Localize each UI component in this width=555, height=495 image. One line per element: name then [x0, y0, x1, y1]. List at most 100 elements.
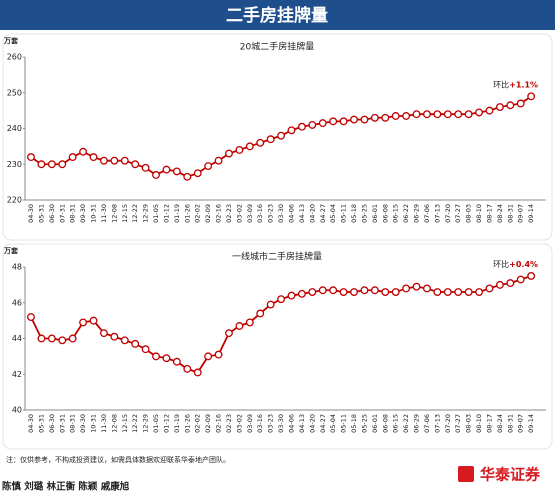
x-tick-label: 07-20	[444, 204, 452, 223]
point	[391, 112, 400, 120]
point	[68, 153, 77, 162]
point	[329, 286, 338, 295]
point	[204, 162, 213, 170]
point	[120, 336, 129, 345]
x-tick-label: 08-31	[506, 204, 514, 223]
x-tick-label: 09-14	[527, 414, 535, 433]
x-tick-label: 08-10	[475, 414, 483, 433]
point	[339, 117, 348, 126]
x-tick-label: 12-15	[121, 204, 129, 223]
point	[89, 316, 98, 325]
point	[402, 112, 411, 120]
point	[235, 322, 244, 330]
x-tick-label: 01-19	[173, 204, 181, 223]
point	[256, 138, 265, 147]
x-tick-label: 04-30	[27, 414, 35, 433]
x-tick-label: 06-29	[413, 414, 421, 433]
point	[37, 160, 46, 169]
point	[245, 142, 254, 151]
x-tick-label: 01-26	[183, 204, 191, 223]
x-tick-label: 02-09	[204, 204, 212, 223]
point	[329, 117, 338, 126]
x-tick-label: 08-17	[485, 414, 493, 433]
x-tick-label: 02-16	[215, 414, 223, 433]
point	[475, 288, 484, 296]
x-tick-label: 08-31	[69, 204, 77, 223]
x-tick-label: 02-02	[194, 204, 202, 223]
x-tick-label: 06-22	[402, 414, 410, 433]
point	[381, 113, 390, 122]
annotation-value: +0.4%	[509, 259, 538, 268]
x-tick-label: 05-04	[329, 204, 337, 223]
point	[350, 288, 358, 296]
x-tick-label: 04-13	[298, 414, 306, 433]
x-tick-label: 07-27	[454, 204, 462, 223]
point	[183, 364, 192, 373]
x-tick-label: 03-02	[235, 204, 243, 223]
x-tick-label: 03-16	[256, 204, 264, 223]
point	[360, 115, 369, 124]
x-tick-label: 12-08	[110, 414, 118, 433]
footer-note: 注：仅供参考，不构成投资建议，如需具体数据欢迎联系华泰地产团队。	[6, 455, 230, 464]
x-tick-label: 07-31	[58, 414, 66, 433]
point	[423, 284, 431, 293]
x-tick-label: 06-30	[48, 204, 56, 223]
point	[443, 288, 452, 296]
point	[58, 160, 67, 169]
x-tick-label: 09-14	[527, 204, 535, 223]
x-tick-label: 11-30	[100, 414, 108, 433]
y-tick-label: 240	[7, 124, 22, 133]
x-tick-label: 06-08	[381, 414, 389, 433]
y-tick-label: 44	[12, 334, 22, 343]
x-tick-label: 02-09	[204, 414, 212, 433]
x-tick-label: 03-23	[267, 204, 275, 223]
x-tick-label: 08-24	[496, 204, 504, 223]
x-tick-label: 11-30	[100, 204, 108, 223]
x-tick-label: 09-30	[79, 414, 87, 433]
x-tick-label: 03-30	[277, 414, 285, 433]
x-tick-label: 03-23	[267, 414, 275, 433]
point	[287, 291, 296, 300]
point	[391, 288, 400, 296]
point	[360, 286, 369, 295]
point	[277, 131, 286, 140]
logo-text: 华泰证券	[480, 466, 541, 484]
x-tick-label: 12-15	[121, 414, 129, 433]
point	[235, 145, 244, 154]
point	[266, 300, 275, 309]
x-tick-label: 05-31	[37, 414, 45, 433]
x-tick-label: 12-29	[142, 204, 150, 223]
x-tick-label: 08-10	[475, 204, 483, 223]
point	[99, 329, 108, 338]
x-tick-label: 01-05	[152, 414, 160, 433]
x-tick-label: 07-13	[433, 414, 441, 433]
x-tick-label: 06-29	[413, 204, 421, 223]
x-tick-label: 05-11	[340, 414, 348, 433]
point	[381, 288, 390, 296]
point	[193, 169, 202, 178]
x-tick-label: 08-31	[506, 414, 514, 433]
x-tick-label: 03-16	[256, 414, 264, 433]
x-tick-label: 07-13	[433, 204, 441, 223]
point	[297, 289, 306, 298]
unit-label: 万套	[3, 246, 19, 255]
point	[433, 288, 442, 296]
point	[225, 329, 233, 338]
x-tick-label: 04-30	[27, 204, 35, 223]
point	[79, 147, 88, 156]
point	[58, 336, 67, 345]
y-tick-label: 220	[7, 196, 22, 205]
x-tick-label: 04-06	[288, 414, 296, 433]
logo-icon	[458, 466, 474, 482]
y-tick-label: 46	[12, 298, 22, 307]
point	[339, 288, 348, 296]
point	[47, 160, 56, 169]
point	[443, 110, 452, 119]
x-tick-label: 12-29	[142, 414, 150, 433]
point	[454, 288, 463, 296]
point	[110, 156, 119, 165]
x-tick-label: 10-31	[90, 414, 98, 433]
point	[183, 172, 192, 181]
point	[110, 332, 119, 341]
